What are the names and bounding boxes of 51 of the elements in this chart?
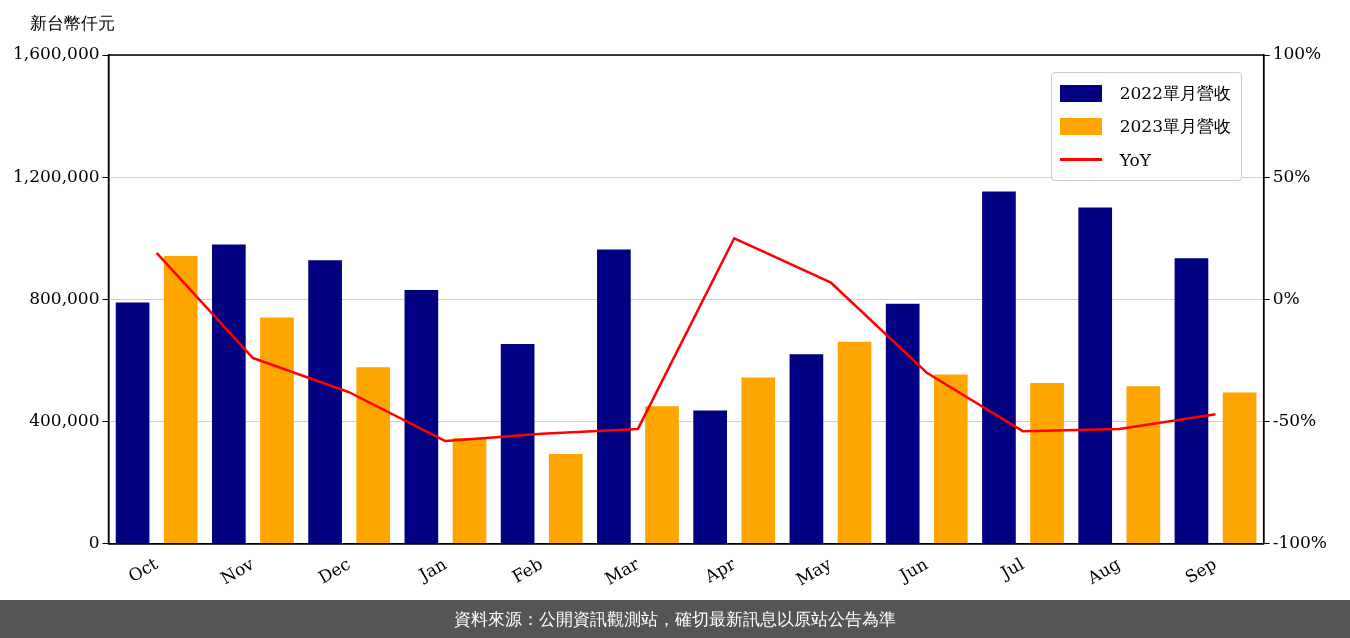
bar (212, 244, 246, 544)
y-tick-label: 1,600,000 (12, 43, 100, 64)
bar (645, 406, 679, 544)
legend-label: 2023單月營收 (1119, 115, 1231, 138)
x-tick-label: Feb (508, 553, 547, 587)
bar (1126, 386, 1161, 544)
x-tick-label: Apr (700, 553, 740, 588)
bar (741, 377, 776, 544)
x-tick-label: Jun (894, 553, 931, 587)
y-axis-title: 新台幣仟元 (30, 12, 115, 33)
legend-label: YoY (1119, 149, 1151, 170)
bar (452, 438, 487, 544)
bar (548, 453, 583, 544)
y-tick-label: 0 (88, 532, 100, 553)
y2-tick-label: 100% (1272, 43, 1322, 64)
bar (115, 302, 150, 544)
bar (404, 289, 439, 544)
bar (597, 249, 631, 544)
bar (789, 354, 824, 544)
bar (500, 343, 535, 544)
source-note: 資料來源：公開資訊觀測站，確切最新訊息以原站公告為準 (0, 600, 1350, 638)
bar (1174, 258, 1209, 544)
bar (933, 374, 968, 544)
bar (1030, 383, 1064, 544)
y2-tick-label: -50% (1272, 409, 1317, 430)
bar (1222, 392, 1257, 544)
bar (308, 260, 342, 544)
bar (693, 410, 727, 544)
x-tick-label: May (792, 553, 836, 590)
legend-label: 2022單月營收 (1119, 82, 1231, 105)
bar (260, 317, 294, 544)
y2-tick-label: -100% (1272, 532, 1328, 553)
y-tick-label: 800,000 (29, 287, 100, 308)
x-tick-label: Jul (995, 553, 1028, 584)
y2-tick-label: 50% (1272, 165, 1311, 186)
bar (982, 191, 1016, 544)
y-tick-label: 1,200,000 (12, 165, 100, 186)
bar (1078, 207, 1113, 544)
bar (356, 367, 391, 544)
bar (837, 341, 872, 544)
x-tick-label: Mar (601, 553, 643, 589)
x-tick-label: Dec (314, 553, 354, 588)
x-tick-label: Sep (1181, 553, 1220, 588)
x-tick-label: Jan (413, 553, 450, 586)
x-tick-label: Aug (1083, 553, 1124, 589)
bar (885, 303, 920, 544)
x-tick-label: Oct (124, 553, 162, 587)
y-tick-label: 400,000 (29, 409, 100, 430)
bar (163, 256, 198, 544)
x-tick-label: Nov (217, 553, 258, 589)
y2-tick-label: 0% (1272, 287, 1300, 308)
